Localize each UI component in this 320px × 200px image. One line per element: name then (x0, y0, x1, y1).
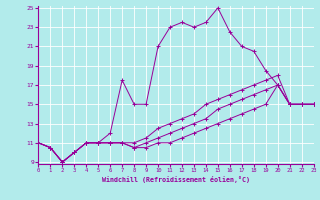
X-axis label: Windchill (Refroidissement éolien,°C): Windchill (Refroidissement éolien,°C) (102, 176, 250, 183)
